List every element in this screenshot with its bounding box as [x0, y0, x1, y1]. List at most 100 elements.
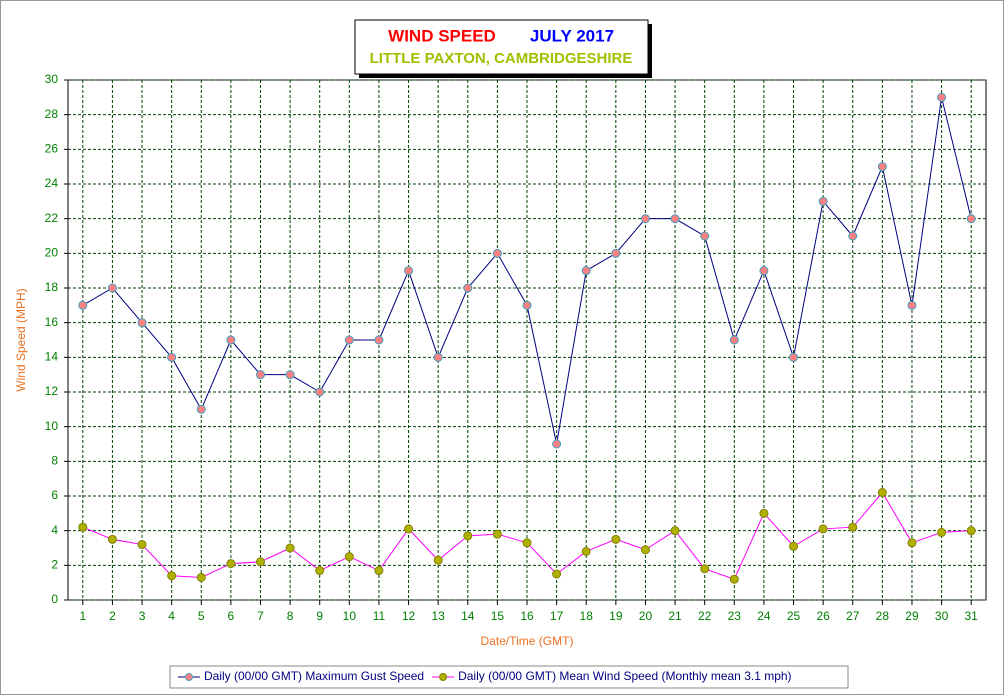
y-tick-label: 28	[45, 107, 59, 121]
y-tick-label: 2	[51, 558, 58, 572]
data-point	[285, 370, 295, 380]
data-point	[167, 571, 177, 581]
data-point	[581, 546, 591, 556]
x-tick-label: 5	[198, 609, 205, 623]
data-point	[404, 524, 414, 534]
y-tick-label: 30	[45, 72, 59, 86]
data-point	[463, 283, 473, 293]
data-point	[137, 540, 147, 550]
data-point	[285, 543, 295, 553]
data-point	[552, 439, 562, 449]
data-point	[404, 266, 414, 276]
y-tick-label: 24	[45, 176, 59, 190]
y-tick-label: 20	[45, 246, 59, 260]
y-axis-label: Wind Speed (MPH)	[14, 288, 28, 391]
x-axis-label: Date/Time (GMT)	[481, 634, 574, 648]
y-tick-label: 0	[51, 592, 58, 606]
data-point	[789, 352, 799, 362]
data-point	[522, 538, 532, 548]
x-tick-label: 19	[609, 609, 623, 623]
data-point	[255, 557, 265, 567]
data-point	[374, 335, 384, 345]
data-point	[78, 300, 88, 310]
data-point	[492, 529, 502, 539]
data-point	[344, 335, 354, 345]
data-point	[78, 522, 88, 532]
data-point	[137, 318, 147, 328]
x-tick-label: 7	[257, 609, 264, 623]
data-point	[611, 534, 621, 544]
data-point	[107, 534, 117, 544]
x-tick-label: 30	[935, 609, 949, 623]
y-tick-label: 8	[51, 454, 58, 468]
data-point	[463, 531, 473, 541]
data-point	[818, 524, 828, 534]
data-point	[433, 555, 443, 565]
data-point	[937, 527, 947, 537]
data-point	[907, 538, 917, 548]
x-tick-label: 3	[139, 609, 146, 623]
x-tick-label: 9	[316, 609, 323, 623]
x-tick-label: 21	[668, 609, 682, 623]
data-point	[729, 335, 739, 345]
data-point	[255, 370, 265, 380]
x-tick-label: 13	[431, 609, 445, 623]
x-tick-label: 27	[846, 609, 860, 623]
x-tick-label: 15	[491, 609, 505, 623]
x-tick-label: 12	[402, 609, 416, 623]
x-tick-label: 6	[228, 609, 235, 623]
data-point	[670, 526, 680, 536]
data-point	[759, 266, 769, 276]
data-point	[640, 545, 650, 555]
y-tick-label: 12	[45, 384, 59, 398]
data-point	[789, 541, 799, 551]
y-tick-label: 6	[51, 488, 58, 502]
legend-label: Daily (00/00 GMT) Mean Wind Speed (Month…	[458, 669, 791, 683]
data-point	[966, 526, 976, 536]
y-tick-label: 18	[45, 280, 59, 294]
data-point	[315, 387, 325, 397]
x-tick-label: 31	[965, 609, 979, 623]
chart-title-date: JULY 2017	[530, 26, 614, 45]
data-point	[107, 283, 117, 293]
y-tick-label: 22	[45, 211, 59, 225]
x-tick-label: 25	[787, 609, 801, 623]
data-point	[966, 214, 976, 224]
data-point	[492, 248, 502, 258]
y-tick-label: 4	[51, 523, 58, 537]
data-point	[818, 196, 828, 206]
data-point	[640, 214, 650, 224]
x-tick-label: 2	[109, 609, 116, 623]
data-point	[700, 231, 710, 241]
chart-subtitle: LITTLE PAXTON, CAMBRIDGESHIRE	[370, 50, 633, 67]
x-tick-label: 1	[79, 609, 86, 623]
data-point	[611, 248, 621, 258]
y-tick-label: 10	[45, 419, 59, 433]
x-tick-label: 17	[550, 609, 564, 623]
data-point	[196, 404, 206, 414]
data-point	[700, 564, 710, 574]
data-point	[581, 266, 591, 276]
y-tick-label: 26	[45, 142, 59, 156]
legend-label: Daily (00/00 GMT) Maximum Gust Speed	[204, 669, 424, 683]
x-tick-label: 14	[461, 609, 475, 623]
data-point	[196, 572, 206, 582]
data-point	[759, 508, 769, 518]
x-tick-label: 20	[639, 609, 653, 623]
data-point	[937, 92, 947, 102]
x-tick-label: 24	[757, 609, 771, 623]
x-tick-label: 10	[343, 609, 357, 623]
x-tick-label: 28	[876, 609, 890, 623]
y-tick-label: 16	[45, 315, 59, 329]
data-point	[315, 566, 325, 576]
x-tick-label: 18	[580, 609, 594, 623]
x-tick-label: 22	[698, 609, 712, 623]
x-tick-label: 8	[287, 609, 294, 623]
data-point	[552, 569, 562, 579]
x-tick-label: 29	[905, 609, 919, 623]
data-point	[907, 300, 917, 310]
legend	[169, 665, 849, 689]
data-point	[729, 574, 739, 584]
data-point	[226, 335, 236, 345]
